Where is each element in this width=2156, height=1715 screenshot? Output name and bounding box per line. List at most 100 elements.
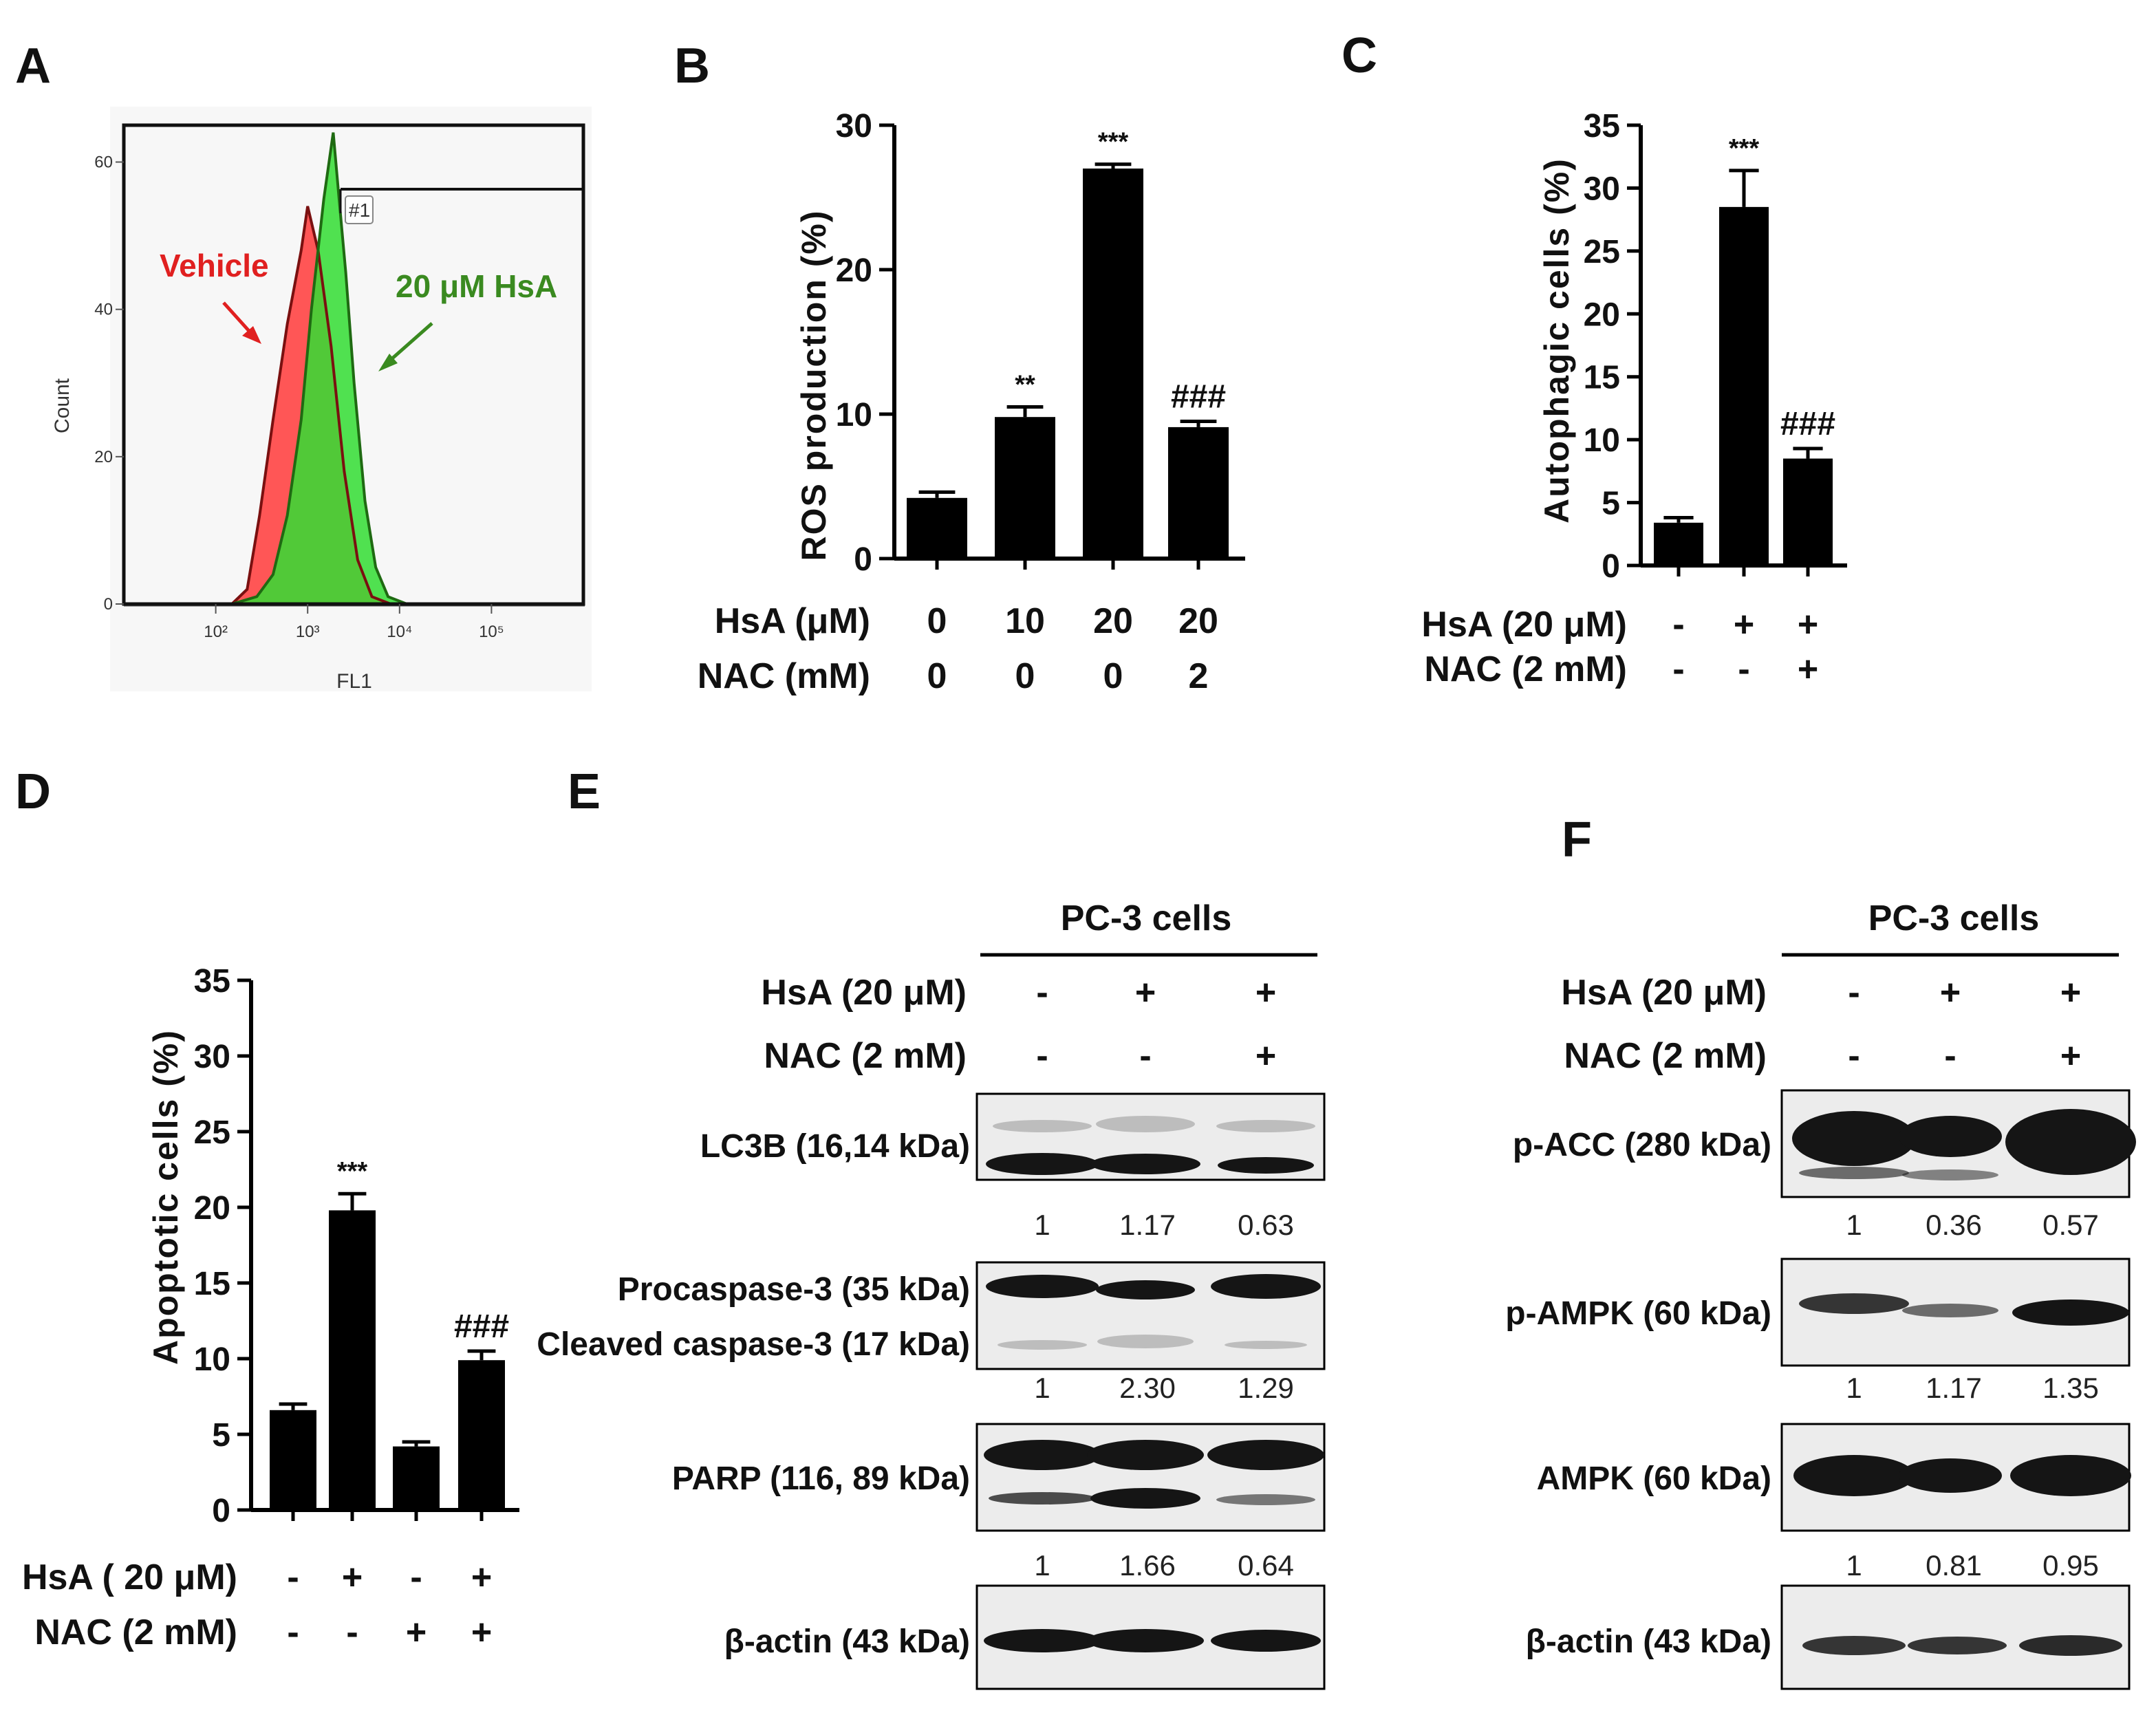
histogram-line-hsa — [167, 132, 536, 605]
panel-d-plot: 0 5 10 15 20 25 30 35 *** ### — [194, 963, 519, 1529]
band — [1216, 1120, 1315, 1132]
panel-f-condition-values: - + + - - + — [1848, 973, 2081, 1076]
y-tick-label: 35 — [194, 963, 230, 1000]
histogram-y-tick-label: 40 — [94, 301, 113, 319]
condition-value: - — [1738, 649, 1749, 689]
bar — [907, 497, 967, 559]
condition-value: + — [1255, 973, 1276, 1013]
panel-f-quant-ampk-1: 1 — [1846, 1549, 1862, 1582]
condition-value: + — [1798, 649, 1818, 689]
band — [1087, 1629, 1204, 1652]
condition-value: 0 — [1103, 656, 1123, 696]
y-tick-label: 0 — [1602, 548, 1620, 585]
panel-b-cond-label-nac: NAC (mM) — [698, 656, 870, 696]
band — [1902, 1304, 1998, 1317]
vehicle-arrowhead — [242, 326, 261, 344]
panel-b-condition-values: 0 10 20 20 0 0 0 2 — [927, 601, 1218, 696]
condition-value: + — [342, 1557, 363, 1597]
y-tick-label: 25 — [1584, 234, 1620, 270]
gate-label: #1 — [349, 199, 370, 221]
panel-f-quant-pampk-1: 1 — [1846, 1372, 1862, 1404]
gate-frame — [122, 123, 585, 606]
bar — [1168, 427, 1229, 559]
condition-value: - — [410, 1557, 422, 1597]
panel-letter-a: A — [15, 39, 51, 94]
panel-d-cond-label-nac: NAC (2 mM) — [34, 1612, 237, 1652]
band — [1087, 1440, 1204, 1470]
y-tick-label: 5 — [212, 1417, 230, 1454]
condition-value: + — [1255, 1036, 1276, 1076]
panel-b-cond-label-hsa: HsA (μM) — [715, 601, 870, 641]
panel-f-label-pampk: p-AMPK (60 kDa) — [1505, 1295, 1771, 1332]
histogram-x-label: FL1 — [336, 670, 372, 693]
y-tick-label: 20 — [836, 252, 872, 289]
panel-letter-c: C — [1341, 28, 1377, 83]
band — [1802, 1636, 1906, 1655]
panel-e-quant-caspase3-1: 1 — [1034, 1372, 1050, 1404]
condition-value: + — [406, 1612, 427, 1652]
bar — [1719, 206, 1769, 565]
condition-value: 0 — [927, 601, 947, 641]
y-tick-label: 5 — [1602, 486, 1620, 522]
bar — [270, 1410, 316, 1510]
band — [1799, 1293, 1909, 1314]
condition-value: + — [471, 1612, 492, 1652]
condition-value: + — [1940, 973, 1961, 1013]
panel-f-quant-ampk-2: 0.81 — [1926, 1549, 1982, 1582]
band — [1211, 1274, 1321, 1299]
condition-value: + — [2060, 973, 2081, 1013]
band — [989, 1492, 1096, 1504]
panel-d-condition-values: - + - + - - + + — [287, 1557, 492, 1652]
band — [1899, 1116, 2002, 1157]
histogram-x-tick-label: 10² — [204, 623, 228, 641]
significance-label: ### — [1780, 406, 1835, 442]
y-tick-label: 20 — [1584, 296, 1620, 333]
panel-e-quant-parp-3: 0.64 — [1238, 1549, 1294, 1582]
band — [1902, 1169, 1998, 1180]
vehicle-annotation: Vehicle — [160, 248, 269, 283]
panel-c-plot: 0 5 10 15 20 25 30 35 *** ### — [1584, 108, 1847, 585]
y-tick-label: 25 — [194, 1114, 230, 1151]
panel-c-autophagy-chart: Autophagic cells (%) 0 5 10 15 20 25 30 35 *** ##… — [1421, 108, 1847, 689]
significance-label: ### — [1171, 379, 1226, 416]
y-tick-label: 10 — [194, 1341, 230, 1378]
panel-f-quant-pampk-2: 1.17 — [1926, 1372, 1982, 1404]
hsa-annotation: 20 μM HsA — [396, 268, 557, 304]
histogram-x-tick-label: 10³ — [296, 623, 320, 641]
y-tick-label: 10 — [1584, 422, 1620, 459]
panel-e-label-cleaved-caspase3: Cleaved caspase-3 (17 kDa) — [537, 1326, 970, 1363]
significance-label: ### — [454, 1308, 509, 1345]
y-tick-label: 20 — [194, 1190, 230, 1227]
panel-d-y-title: Apoptotic cells (%) — [147, 1029, 185, 1365]
panel-e-western-blot: PC-3 cells HsA (20 μM) NAC (2 mM) - + + - - +… — [537, 898, 1326, 1690]
panel-f-label-pacc: p-ACC (280 kDa) — [1513, 1127, 1771, 1163]
condition-value: - — [1036, 1036, 1048, 1076]
panel-e-header: PC-3 cells — [1061, 898, 1232, 938]
band — [1218, 1157, 1314, 1174]
band — [998, 1340, 1087, 1350]
condition-value: + — [471, 1557, 492, 1597]
panel-d-apoptosis-chart: Apoptotic cells (%) 0 5 10 15 20 25 30 35 *** ###… — [22, 963, 519, 1652]
panel-c-cond-label-hsa: HsA (20 μM) — [1421, 605, 1627, 645]
panel-e-cond-label-nac: NAC (2 mM) — [764, 1036, 967, 1076]
band — [1793, 1455, 1915, 1496]
panel-e-label-lc3b: LC3B (16,14 kDa) — [700, 1128, 970, 1165]
band — [1908, 1637, 2007, 1654]
bar — [1083, 169, 1143, 559]
band — [1090, 1154, 1200, 1174]
panel-e-label-actin: β-actin (43 kDa) — [724, 1624, 970, 1660]
band — [986, 1153, 1099, 1175]
bar — [995, 417, 1055, 559]
band — [1090, 1488, 1200, 1509]
hsa-arrow — [384, 322, 433, 366]
condition-value: - — [1036, 973, 1048, 1013]
panel-b-y-title: ROS production (%) — [795, 210, 833, 561]
band — [1096, 1280, 1195, 1299]
condition-value: 2 — [1189, 656, 1209, 696]
y-tick-label: 10 — [836, 397, 872, 433]
panel-f-label-actin: β-actin (43 kDa) — [1526, 1624, 1771, 1660]
condition-value: + — [2060, 1036, 2081, 1076]
y-tick-label: 30 — [194, 1039, 230, 1075]
condition-value: 20 — [1178, 601, 1218, 641]
